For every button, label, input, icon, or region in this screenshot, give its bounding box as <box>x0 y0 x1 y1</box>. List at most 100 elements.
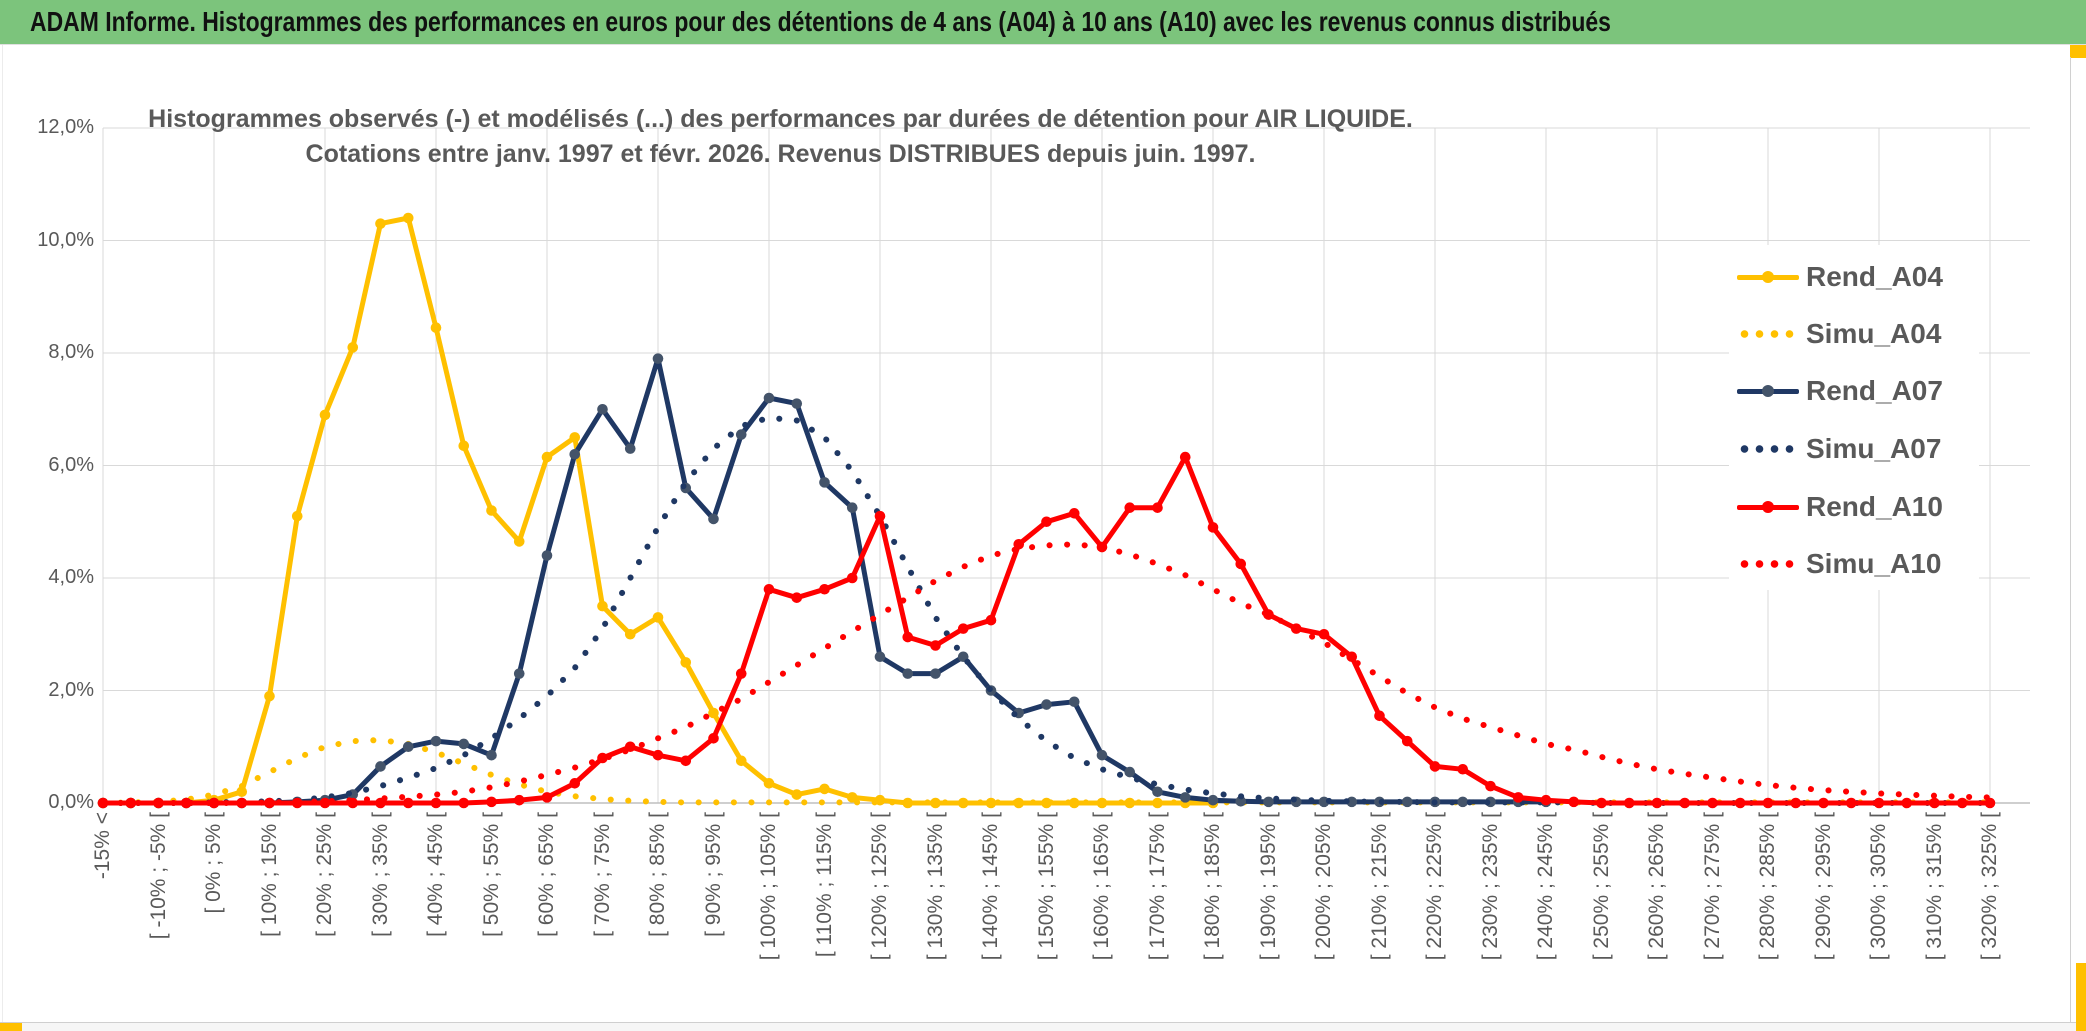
marker-rend_a04 <box>708 707 719 719</box>
x-axis-label: [ 80% ; 85% [ <box>646 812 669 937</box>
window-border-left <box>2 45 3 1023</box>
marker-rend_a10 <box>319 797 331 809</box>
legend-item-simu-a10[interactable]: Simu_A10 <box>1737 546 1941 582</box>
chart-area[interactable]: Histogrammes observés (-) et modélisés (… <box>0 45 2070 1022</box>
marker-rend_a07 <box>375 761 386 772</box>
x-axis-label: -15% < <box>91 812 114 880</box>
marker-rend_a10 <box>1401 735 1413 747</box>
marker-rend_a07 <box>652 353 664 364</box>
marker-rend_a07 <box>1263 796 1274 808</box>
x-axis-label: [ 210% ; 215% [ <box>1367 812 1391 961</box>
chart-legend[interactable]: Rend_A04 Simu_A04 Rend_A07 Simu_A07 Rend… <box>1729 245 1979 590</box>
marker-rend_a07 <box>1207 794 1219 806</box>
marker-rend_a10 <box>846 572 858 584</box>
marker-rend_a10 <box>1512 792 1524 803</box>
marker-rend_a10 <box>1873 797 1885 809</box>
legend-label: Rend_A10 <box>1806 491 1943 522</box>
marker-rend_a10 <box>1707 797 1718 809</box>
marker-rend_a10 <box>1762 797 1774 809</box>
x-axis-label: [ 140% ; 145% [ <box>979 812 1002 961</box>
marker-rend_a07 <box>735 429 747 440</box>
marker-rend_a10 <box>1346 651 1358 663</box>
marker-rend_a07 <box>1096 749 1108 761</box>
marker-rend_a04 <box>624 628 636 640</box>
x-axis-label: [ 40% ; 45% [ <box>424 812 447 937</box>
legend-item-rend-a04[interactable]: Rend_A04 <box>1737 259 1943 295</box>
marker-rend_a10 <box>957 623 969 634</box>
marker-rend_a04 <box>291 510 303 522</box>
x-axis-label: [ 60% ; 65% [ <box>535 812 558 937</box>
series-line-rend_a07 <box>103 356 1546 806</box>
rend-a04-line-swatch-icon <box>1737 270 1799 284</box>
marker-rend_a07 <box>486 749 497 761</box>
x-axis-label: [ 30% ; 35% [ <box>368 812 392 937</box>
marker-rend_a04 <box>430 322 442 333</box>
legend-item-simu-a07[interactable]: Simu_A07 <box>1737 431 1941 467</box>
window-bottom-strip[interactable] <box>0 1022 2076 1031</box>
rend-a10-line-swatch-icon <box>1737 500 1799 514</box>
marker-rend_a07 <box>569 448 581 460</box>
x-axis-label: [ 10% ; 15% [ <box>257 812 281 937</box>
series-dotted-simu_a04 <box>100 736 1993 806</box>
simu-a04-dotted-swatch-icon <box>1737 327 1799 341</box>
marker-rend_a10 <box>1623 797 1635 809</box>
x-axis-label: [ 260% ; 265% [ <box>1645 812 1668 961</box>
marker-rend_a10 <box>930 640 941 651</box>
x-axis-label: [ 100% ; 105% [ <box>757 812 780 961</box>
marker-rend_a04 <box>236 786 248 798</box>
x-axis-label: [ 310% ; 315% [ <box>1922 812 1946 961</box>
marker-rend_a10 <box>597 752 608 764</box>
marker-rend_a07 <box>402 741 414 753</box>
marker-rend_a07 <box>874 651 886 663</box>
marker-rend_a10 <box>1845 797 1857 809</box>
x-axis-label: [ 90% ; 95% [ <box>701 812 725 937</box>
chart-subtitle: Cotations entre janv. 1997 et févr. 2026… <box>305 140 1256 168</box>
marker-rend_a07 <box>1124 766 1136 778</box>
marker-rend_a04 <box>735 755 747 767</box>
marker-rend_a04 <box>846 792 858 803</box>
marker-rend_a04 <box>930 797 941 809</box>
marker-rend_a07 <box>846 502 858 513</box>
series-dotted-simu_a07 <box>100 414 1993 806</box>
marker-rend_a07 <box>458 738 470 750</box>
y-axis-label: 10,0% <box>37 228 94 251</box>
legend-label: Simu_A07 <box>1806 433 1942 464</box>
marker-rend_a10 <box>1235 558 1247 570</box>
x-axis-label: [ 50% ; 55% [ <box>479 812 503 937</box>
marker-rend_a07 <box>541 550 553 561</box>
y-axis-label: 2,0% <box>48 678 94 701</box>
y-axis-label: 8,0% <box>48 341 94 363</box>
marker-rend_a10 <box>513 794 525 806</box>
marker-rend_a10 <box>1651 797 1663 809</box>
marker-rend_a10 <box>680 755 692 767</box>
marker-rend_a10 <box>1207 522 1219 533</box>
legend-item-rend-a10[interactable]: Rend_A10 <box>1737 489 1943 525</box>
marker-rend_a04 <box>1124 797 1136 809</box>
sheet-accent-right <box>2076 963 2086 1031</box>
marker-rend_a10 <box>1485 780 1496 792</box>
x-axis-label: [ 160% ; 165% [ <box>1090 812 1113 961</box>
simu-a10-dotted-swatch-icon <box>1737 557 1799 571</box>
marker-rend_a10 <box>430 797 442 809</box>
marker-rend_a10 <box>1956 797 1968 809</box>
x-axis-label: [ -10% ; -5% [ <box>146 812 170 940</box>
marker-rend_a10 <box>652 749 664 761</box>
marker-rend_a10 <box>125 797 137 809</box>
marker-rend_a10 <box>486 796 497 808</box>
marker-rend_a10 <box>1179 451 1191 463</box>
legend-item-rend-a07[interactable]: Rend_A07 <box>1737 373 1943 409</box>
marker-rend_a04 <box>347 342 359 353</box>
x-axis-label: [ 120% ; 125% [ <box>868 812 891 961</box>
marker-rend_a04 <box>513 536 525 547</box>
marker-rend_a07 <box>930 668 941 679</box>
marker-rend_a10 <box>985 614 997 626</box>
x-axis-label: [ 250% ; 255% [ <box>1589 812 1613 961</box>
marker-rend_a10 <box>708 733 719 744</box>
marker-rend_a10 <box>791 592 803 603</box>
marker-rend_a04 <box>652 612 664 623</box>
x-axis-label: [ 190% ; 195% [ <box>1256 812 1280 961</box>
marker-rend_a04 <box>375 218 386 229</box>
legend-item-simu-a04[interactable]: Simu_A04 <box>1737 316 1941 352</box>
x-axis-label: [ 70% ; 75% [ <box>590 812 614 937</box>
marker-rend_a07 <box>1457 796 1469 808</box>
